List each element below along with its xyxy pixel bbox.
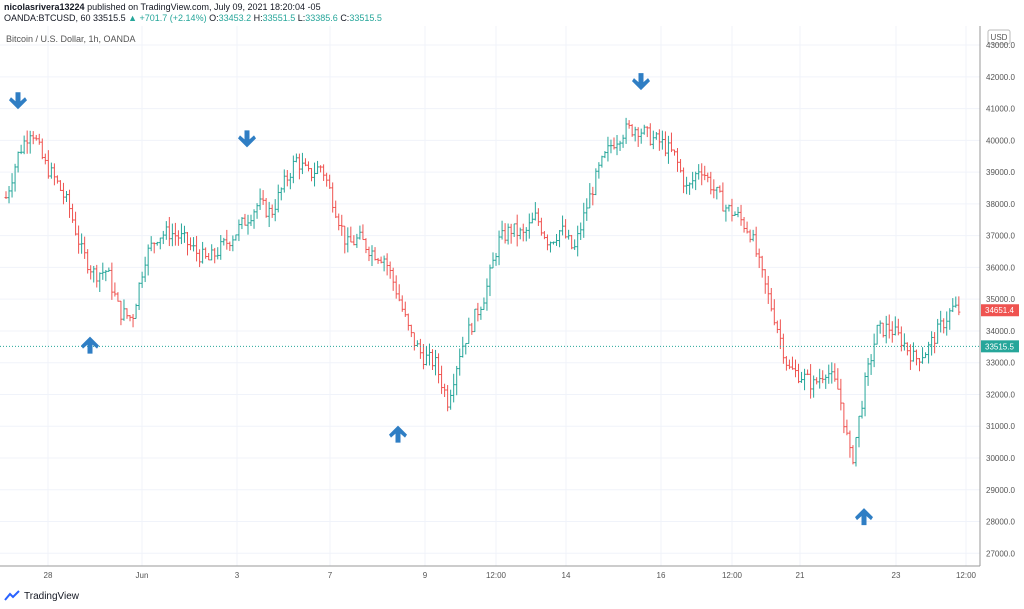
pair-title: Bitcoin / U.S. Dollar, 1h, OANDA	[6, 34, 136, 44]
time-tick-label: 7	[328, 571, 333, 580]
price-tick-label: 30000.0	[986, 454, 1015, 463]
brand-name: TradingView	[24, 591, 79, 602]
arrow-down-icon	[238, 130, 256, 147]
publish-info: nicolasrivera13224 published on TradingV…	[4, 2, 321, 12]
arrow-down-icon	[632, 73, 650, 90]
time-tick-label: 14	[562, 571, 571, 580]
price-tick-label: 32000.0	[986, 390, 1015, 399]
price-chart[interactable]: Bitcoin / U.S. Dollar, 1h, OANDA USD 270…	[0, 26, 1024, 586]
time-tick-label: 16	[657, 571, 666, 580]
low-value: 33385.6	[305, 13, 338, 23]
time-tick-label: 12:00	[722, 571, 743, 580]
price-tick-label: 27000.0	[986, 549, 1015, 558]
close-label: C:	[340, 13, 349, 23]
price-tick-label: 33000.0	[986, 359, 1015, 368]
price-tick-label: 31000.0	[986, 422, 1015, 431]
price-tick-label: 42000.0	[986, 73, 1015, 82]
footer-brand: TradingView	[4, 590, 79, 602]
close-value: 33515.5	[349, 13, 382, 23]
price-tick-label: 40000.0	[986, 136, 1015, 145]
ohlc-legend: OANDA:BTCUSD, 60 33515.5 ▲ +701.7 (+2.14…	[4, 13, 382, 23]
time-tick-label: 12:00	[956, 571, 977, 580]
time-tick-label: 12:00	[486, 571, 507, 580]
arrow-up-icon	[389, 426, 407, 443]
price-tick-label: 43000.0	[986, 41, 1015, 50]
price-change: ▲ +701.7 (+2.14%)	[128, 13, 206, 23]
time-tick-label: 21	[796, 571, 805, 580]
price-tick-label: 35000.0	[986, 295, 1015, 304]
price-tick-label: 36000.0	[986, 263, 1015, 272]
time-axis[interactable]: 28 Jun 3 7 9 12:00 14 16 12:00 21 23 12:00	[44, 571, 977, 580]
price-tick-label: 37000.0	[986, 232, 1015, 241]
last-price: 33515.5	[93, 13, 126, 23]
arrow-up-icon	[81, 337, 99, 354]
arrow-up-icon	[855, 508, 873, 525]
time-tick-label: Jun	[136, 571, 149, 580]
price-tick-label: 34000.0	[986, 327, 1015, 336]
author-name: nicolasrivera13224	[4, 2, 85, 12]
open-label: O:	[209, 13, 219, 23]
ohlc-series	[5, 118, 961, 467]
price-tick-label: 39000.0	[986, 168, 1015, 177]
time-tick-label: 28	[44, 571, 53, 580]
time-tick-label: 23	[892, 571, 901, 580]
tradingview-logo-icon	[4, 590, 20, 602]
symbol-label: OANDA:BTCUSD, 60	[4, 13, 91, 23]
price-tick-label: 41000.0	[986, 105, 1015, 114]
price-axis[interactable]: 27000.0 28000.0 29000.0 30000.0 31000.0 32000…	[986, 41, 1015, 558]
time-tick-label: 9	[423, 571, 428, 580]
publish-date: published on TradingView.com, July 09, 2…	[87, 2, 321, 12]
price-tag-label: 34651.4	[985, 306, 1014, 315]
high-value: 33551.5	[263, 13, 296, 23]
open-value: 33453.2	[219, 13, 252, 23]
high-label: H:	[254, 13, 263, 23]
price-tick-label: 38000.0	[986, 200, 1015, 209]
price-tick-label: 29000.0	[986, 486, 1015, 495]
price-tick-label: 28000.0	[986, 518, 1015, 527]
arrow-down-icon	[9, 92, 27, 109]
price-tag-label: 33515.5	[985, 342, 1014, 351]
time-tick-label: 3	[235, 571, 240, 580]
